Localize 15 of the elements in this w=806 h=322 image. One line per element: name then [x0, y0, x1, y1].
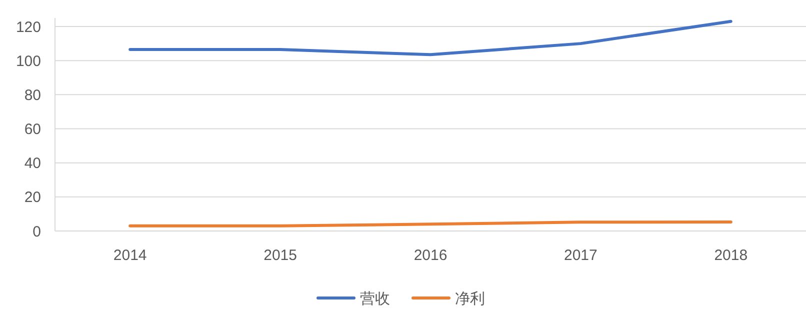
y-tick-label: 40 — [24, 155, 41, 172]
legend-label: 净利 — [455, 290, 485, 308]
x-tick-label: 2016 — [414, 247, 448, 264]
y-tick-label: 20 — [24, 189, 41, 206]
x-tick-label: 2018 — [714, 247, 748, 264]
x-tick-label: 2015 — [264, 247, 297, 264]
y-tick-label: 80 — [24, 86, 41, 104]
y-tick-label: 60 — [24, 121, 41, 138]
y-tick-label: 0 — [32, 223, 41, 240]
y-tick-label: 100 — [16, 52, 41, 70]
y-tick-label: 120 — [16, 18, 41, 36]
x-tick-label: 2014 — [113, 247, 147, 264]
legend-label: 营收 — [360, 290, 390, 308]
x-tick-label: 2017 — [564, 247, 598, 264]
line-series — [128, 20, 732, 56]
